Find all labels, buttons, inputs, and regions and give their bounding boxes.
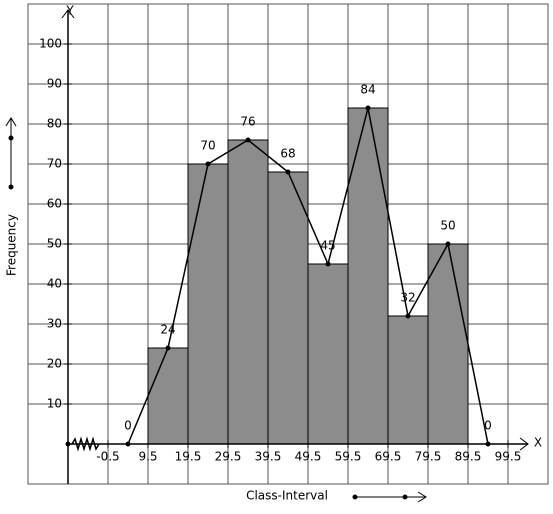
x-tick-label: -0.5 (96, 450, 119, 464)
polygon-point (165, 345, 171, 351)
bar (187, 163, 229, 445)
data-label: 45 (320, 239, 335, 253)
axis-break (71, 436, 100, 452)
y-tick-label: 70 (47, 157, 62, 171)
data-label: 84 (360, 83, 375, 97)
x-tick-label: 9.5 (138, 450, 157, 464)
data-label: 32 (400, 291, 415, 305)
polygon-point (485, 441, 491, 447)
data-label: 24 (160, 323, 175, 337)
data-label: 50 (440, 219, 455, 233)
origin-dot (65, 441, 71, 447)
bars (147, 107, 469, 445)
x-tick-label: 59.5 (335, 450, 362, 464)
polygon-point (205, 161, 211, 167)
y-tick-label: 40 (47, 277, 62, 291)
polygon-point (325, 261, 331, 267)
bar (147, 347, 189, 445)
x-label: Class-Interval (246, 489, 328, 503)
frequency-polygon: 0 24 70 76 68 45 84 32 50 0 (124, 83, 492, 447)
data-label: 0 (124, 419, 132, 433)
y-tick-label: 60 (47, 197, 62, 211)
data-label: 70 (200, 139, 215, 153)
x-tick-label: 89.5 (455, 450, 482, 464)
y-axis-name: Y (65, 4, 74, 18)
polygon-point (285, 169, 291, 175)
x-tick-label: 79.5 (415, 450, 442, 464)
y-arrow (61, 9, 75, 19)
polygon-point (445, 241, 451, 247)
y-tick-label: 80 (47, 117, 62, 131)
x-arrow (519, 437, 529, 451)
x-tick-label: 99.5 (495, 450, 522, 464)
x-tick-label: 69.5 (375, 450, 402, 464)
bar (387, 315, 429, 445)
decor-arrows (5, 117, 427, 503)
y-label: Frequency (5, 214, 19, 276)
polygon-point (365, 105, 371, 111)
x-tick-label: 29.5 (215, 450, 242, 464)
x-tick-label: 39.5 (255, 450, 282, 464)
polygon-point (245, 137, 251, 143)
x-tick-label: 49.5 (295, 450, 322, 464)
y-tick-label: 50 (47, 237, 62, 251)
y-tick-label: 90 (47, 77, 62, 91)
polygon-point (125, 441, 131, 447)
y-tick-label: 30 (47, 317, 62, 331)
bar (267, 171, 309, 445)
bar (307, 263, 349, 445)
y-tick-label: 20 (47, 357, 62, 371)
data-label: 76 (240, 115, 255, 129)
x-axis-name: X (534, 436, 542, 450)
bar (227, 139, 269, 445)
bar (347, 107, 389, 445)
x-tick-label: 19.5 (175, 450, 202, 464)
bar (427, 243, 469, 445)
y-tick-label: 100 (39, 37, 62, 51)
y-tick-label: 10 (47, 397, 62, 411)
polygon-line (127, 107, 489, 445)
data-label: 0 (484, 419, 492, 433)
polygon-point (405, 313, 411, 319)
data-label: 68 (280, 147, 295, 161)
